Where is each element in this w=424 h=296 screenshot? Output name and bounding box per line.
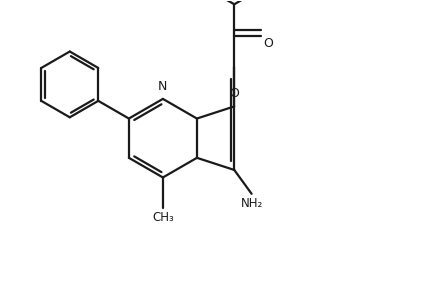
Text: CH₃: CH₃ <box>152 211 174 224</box>
Text: O: O <box>229 86 239 99</box>
Text: N: N <box>158 80 167 93</box>
Text: O: O <box>264 37 273 50</box>
Text: NH₂: NH₂ <box>240 197 263 210</box>
